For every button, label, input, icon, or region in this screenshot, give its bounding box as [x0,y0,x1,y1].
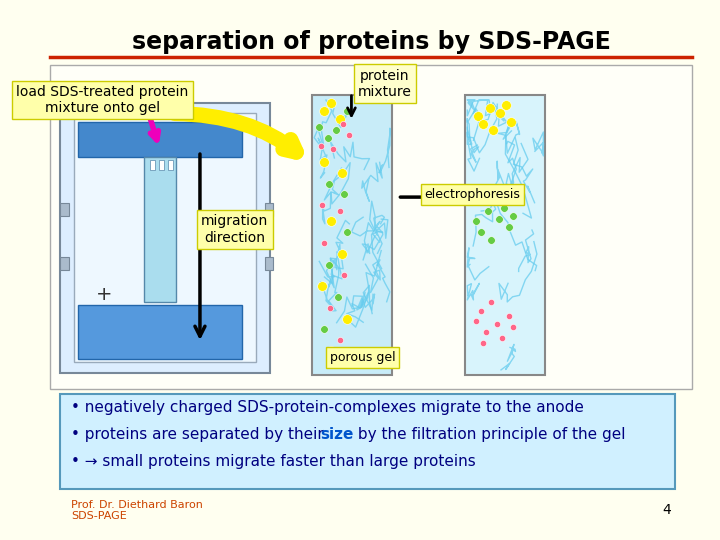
FancyBboxPatch shape [60,202,68,216]
FancyBboxPatch shape [60,394,675,489]
Text: protein
mixture: protein mixture [358,69,412,99]
Text: +: + [96,285,112,304]
FancyBboxPatch shape [265,256,274,270]
Text: migration
direction: migration direction [201,214,269,245]
FancyBboxPatch shape [60,103,270,373]
Text: • proteins are separated by their: • proteins are separated by their [71,427,328,442]
FancyBboxPatch shape [150,160,156,170]
FancyBboxPatch shape [74,113,256,362]
Text: −: − [179,96,193,114]
FancyBboxPatch shape [159,160,164,170]
FancyBboxPatch shape [465,94,546,375]
Text: • → small proteins migrate faster than large proteins: • → small proteins migrate faster than l… [71,454,476,469]
Text: Prof. Dr. Diethard Baron
SDS-PAGE: Prof. Dr. Diethard Baron SDS-PAGE [71,500,203,521]
FancyBboxPatch shape [78,122,242,157]
Text: • negatively charged SDS-protein-complexes migrate to the anode: • negatively charged SDS-protein-complex… [71,400,584,415]
FancyBboxPatch shape [265,202,274,216]
Text: size: size [320,427,354,442]
FancyBboxPatch shape [60,256,68,270]
Text: separation of proteins by SDS-PAGE: separation of proteins by SDS-PAGE [132,30,611,53]
Text: electrophoresis: electrophoresis [424,188,520,201]
FancyBboxPatch shape [78,305,242,359]
FancyBboxPatch shape [50,65,692,389]
FancyBboxPatch shape [144,157,176,302]
Text: 4: 4 [662,503,671,517]
Text: porous gel: porous gel [330,351,395,364]
Text: by the filtration principle of the gel: by the filtration principle of the gel [353,427,626,442]
FancyBboxPatch shape [312,94,392,375]
FancyBboxPatch shape [168,160,174,170]
Text: load SDS-treated protein
mixture onto gel: load SDS-treated protein mixture onto ge… [16,85,189,115]
